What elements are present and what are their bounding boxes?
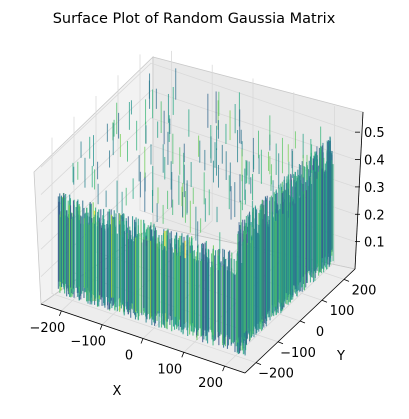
x-grid-line [224,106,336,367]
z-grid-line [40,90,356,195]
y-tick-label: 0 [316,325,324,340]
z-tick-label: 0.5 [364,126,385,141]
x-tick-label: 200 [198,376,223,391]
y-grid-line [51,137,257,363]
surface [57,68,334,356]
x-tick-mark [181,352,185,358]
x-tick-label: −100 [70,335,106,350]
z-grid-line [40,62,356,168]
y-tick-mark [343,279,350,282]
y-tick-label: 200 [352,283,377,298]
y-tick-mark [255,362,262,365]
y-tick-label: 100 [330,304,355,319]
y-tick-mark [321,299,328,303]
z-tick-label: 0.4 [364,154,385,169]
z-grid-line [40,117,356,223]
z-tick-label: 0.1 [364,236,385,251]
x-tick-mark [140,338,144,344]
z-axis-line [354,111,364,270]
x-tick-label: 0 [125,349,133,364]
x-axis-label: X [113,384,122,399]
y-axis-label: Y [336,349,345,364]
y-tick-label: −200 [258,367,294,382]
z-tick-label: 0.2 [364,208,385,223]
y-tick-mark [277,341,284,345]
chart-title: Surface Plot of Random Gaussia Matrix [53,11,336,27]
x-tick-label: 100 [157,362,182,377]
x-tick-mark [99,324,103,330]
x-tick-label: −200 [30,321,66,336]
x-tick-mark [59,310,62,317]
y-tick-mark [299,320,306,324]
axis-ticks: −200−1000100200−200−10001002000.10.20.30… [30,126,385,391]
x-tick-mark [222,365,225,372]
z-tick-label: 0.3 [364,181,385,196]
y-tick-label: −100 [280,346,316,361]
